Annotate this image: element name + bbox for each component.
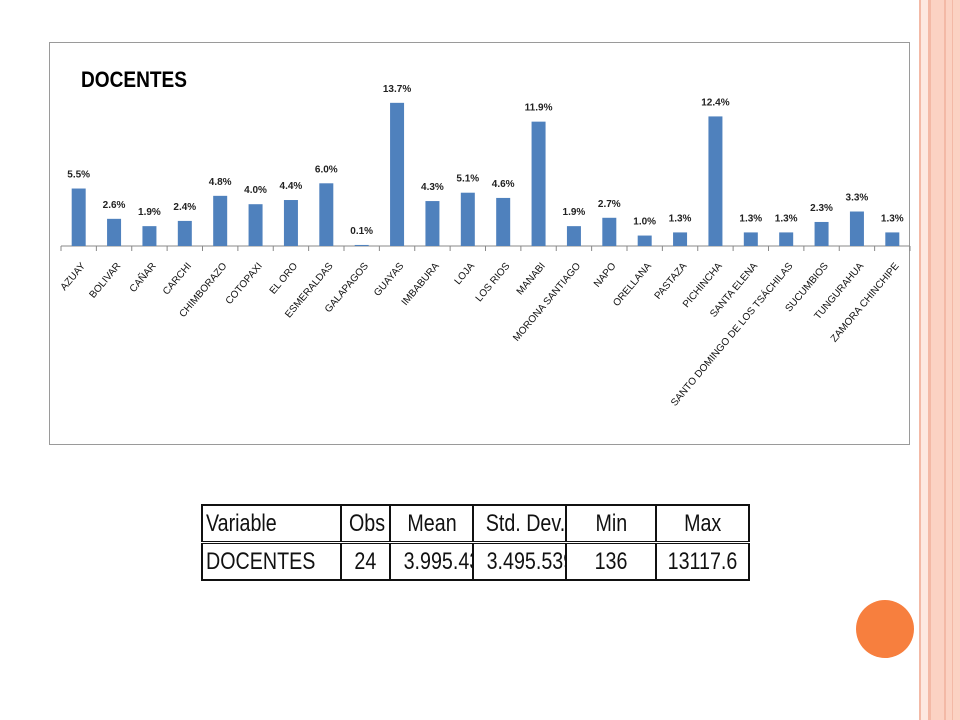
decor-stripe: [919, 0, 921, 720]
data-label-22: 3.3%: [846, 193, 869, 204]
bar-20: [779, 232, 794, 246]
bar-18: [708, 116, 723, 246]
data-label-21: 2.3%: [810, 203, 833, 214]
category-label-23: ZAMORA CHINCHIPE: [829, 261, 902, 345]
bar-chart: DOCENTES 5.5% AZUAY 2.6% BOLIVAR 1.9% CAÑAR 2.4…: [59, 67, 911, 409]
bar-0: [71, 188, 86, 246]
data-label-11: 5.1%: [456, 174, 479, 185]
bar-2: [142, 226, 157, 246]
header-max: Max: [655, 504, 750, 544]
category-label-15: NAPO: [592, 261, 619, 290]
category-label-6: EL ORO: [268, 261, 301, 297]
data-label-16: 1.0%: [633, 217, 656, 228]
bar-13: [531, 121, 546, 246]
bar-14: [566, 226, 581, 246]
header-std-dev: Std. Dev.: [472, 504, 567, 544]
cell-std-dev: 3.495.539: [472, 541, 567, 581]
category-label-13: MANABI: [515, 261, 548, 297]
bar-7: [319, 183, 334, 246]
data-label-9: 13.7%: [383, 84, 411, 95]
data-label-6: 4.4%: [280, 181, 303, 192]
category-label-20: SANTO DOMINGO DE LOS TSÁCHILAS: [668, 259, 796, 408]
cell-obs: 24: [339, 541, 392, 581]
category-label-0: AZUAY: [59, 261, 89, 293]
bar-8: [354, 244, 369, 246]
category-label-2: CAÑAR: [126, 260, 158, 295]
stats-table: Variable Obs Mean Std. Dev. Min Max DOCE…: [201, 504, 750, 581]
bar-1: [107, 218, 122, 246]
decor-stripe: [952, 0, 953, 720]
bar-15: [602, 217, 617, 246]
header-obs: Obs: [339, 504, 392, 544]
data-label-3: 2.4%: [173, 202, 196, 213]
category-label-9: GUAYAS: [372, 261, 406, 299]
stats-data-row: DOCENTES 24 3.995.433 3.495.539 136 1311…: [201, 541, 750, 581]
chart-title: DOCENTES: [81, 67, 187, 92]
category-label-5: COTOPAXI: [224, 261, 265, 307]
header-variable: Variable: [201, 504, 342, 544]
bar-21: [814, 221, 829, 246]
category-label-12: LOS RIOS: [474, 261, 513, 305]
decor-stripe: [921, 0, 928, 720]
bar-16: [637, 235, 652, 246]
data-label-23: 1.3%: [881, 213, 904, 224]
data-label-19: 1.3%: [739, 213, 762, 224]
bar-17: [673, 232, 688, 246]
header-min: Min: [564, 504, 658, 544]
decor-stripe: [928, 0, 931, 720]
data-label-17: 1.3%: [669, 213, 692, 224]
data-label-20: 1.3%: [775, 213, 798, 224]
category-label-11: LOJA: [453, 261, 478, 287]
data-label-14: 1.9%: [563, 207, 586, 218]
data-label-8: 0.1%: [350, 226, 373, 237]
data-label-15: 2.7%: [598, 199, 621, 210]
cell-variable: DOCENTES: [201, 541, 342, 581]
data-label-1: 2.6%: [103, 200, 126, 211]
data-label-5: 4.0%: [244, 185, 267, 196]
cell-min: 136: [564, 541, 658, 581]
bar-9: [390, 102, 405, 247]
bar-23: [885, 232, 900, 246]
data-label-10: 4.3%: [421, 182, 444, 193]
category-label-3: CARCHI: [161, 261, 194, 297]
category-label-1: BOLIVAR: [88, 261, 124, 301]
bar-10: [425, 201, 440, 246]
category-label-17: PASTAZA: [653, 261, 690, 302]
decor-stripe: [944, 0, 946, 720]
data-label-13: 11.9%: [525, 103, 553, 114]
data-label-18: 12.4%: [701, 97, 729, 108]
data-label-12: 4.6%: [492, 179, 515, 190]
bar-19: [743, 232, 758, 246]
chart-frame: DOCENTES 5.5% AZUAY 2.6% BOLIVAR 1.9% CAÑAR 2.4…: [49, 42, 911, 445]
bar-6: [283, 200, 298, 246]
bar-12: [496, 197, 511, 246]
bar-22: [849, 211, 864, 246]
stats-header-row: Variable Obs Mean Std. Dev. Min Max: [201, 504, 750, 544]
data-label-2: 1.9%: [138, 207, 161, 218]
data-label-0: 5.5%: [67, 170, 90, 181]
header-mean: Mean: [389, 504, 475, 544]
bar-5: [248, 204, 263, 246]
cell-max: 13117.6: [655, 541, 750, 581]
data-label-4: 4.8%: [209, 177, 232, 188]
category-label-14: MORONA SANTIAGO: [511, 261, 583, 344]
bar-4: [213, 195, 228, 246]
cell-mean: 3.995.433: [389, 541, 475, 581]
accent-circle: [856, 600, 914, 658]
data-label-7: 6.0%: [315, 164, 338, 175]
bar-11: [460, 192, 475, 246]
bar-3: [177, 220, 192, 246]
